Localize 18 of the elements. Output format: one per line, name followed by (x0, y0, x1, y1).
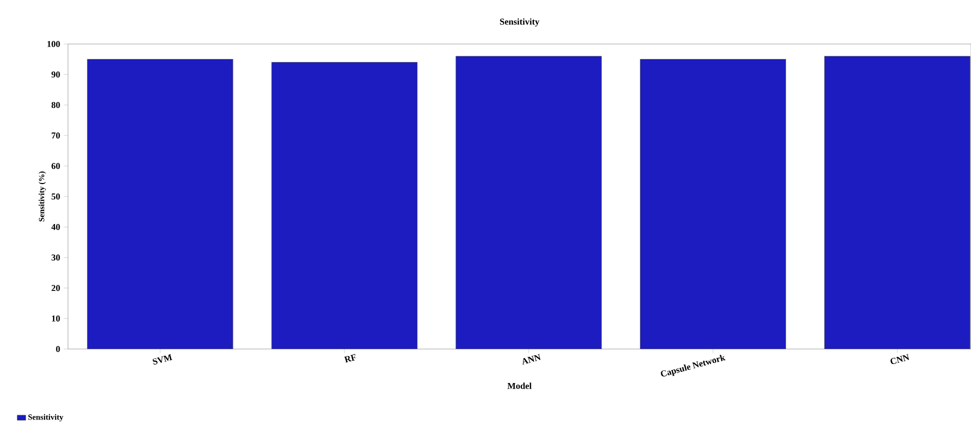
y-tick-label: 50 (52, 193, 60, 200)
y-tick-label: 40 (51, 224, 60, 230)
y-tick-label: 90 (52, 71, 60, 78)
x-tick-label: SVM (152, 354, 172, 365)
y-tick-label: 0 (56, 346, 60, 352)
y-tick-label: 30 (52, 254, 60, 261)
x-tick-label: Capsule Network (660, 354, 726, 376)
x-tick-label: ANN (522, 354, 540, 365)
x-tick-label: CNN (890, 354, 909, 364)
y-tick-label: 70 (52, 132, 60, 139)
y-tick-label: 60 (52, 162, 60, 170)
y-tick-label: 20 (52, 284, 60, 292)
x-axis-title: Model (507, 382, 532, 389)
y-tick-label: 10 (52, 315, 60, 322)
x-tick-label: RF (344, 354, 356, 363)
y-tick-label: 100 (47, 40, 60, 48)
chart-title: Sensitivity (500, 18, 540, 27)
y-tick-label: 80 (52, 102, 60, 108)
